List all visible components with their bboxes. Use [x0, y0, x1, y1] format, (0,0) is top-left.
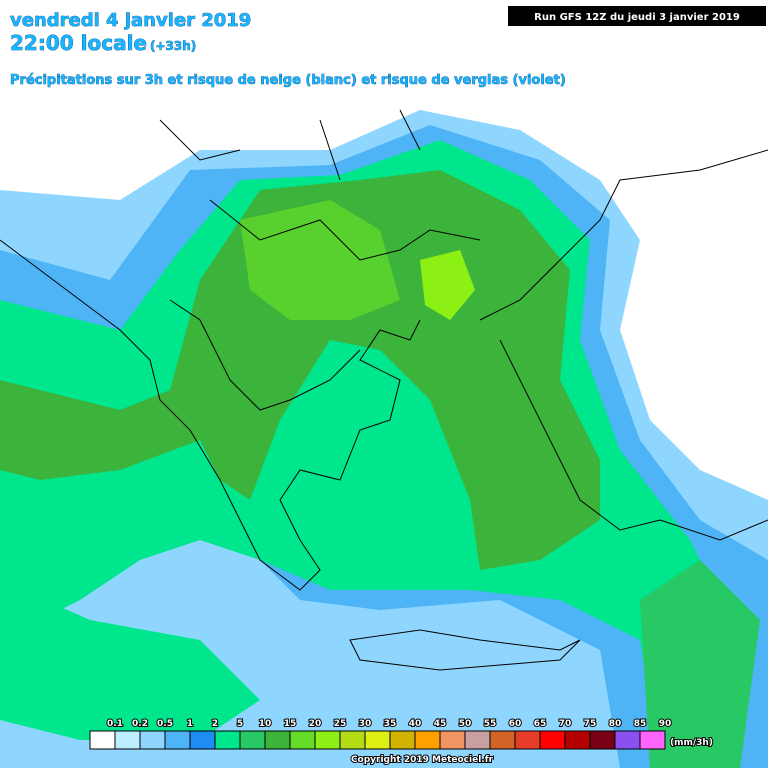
legend-swatch: [189, 730, 216, 750]
legend-swatch: [114, 730, 141, 750]
legend-label: 30: [359, 719, 372, 729]
legend: 0.1 0.2 0.5 1 2 5 10 15 20 25 30 35 40 45 50 55 60 65 70 75…: [89, 718, 672, 750]
copyright: Copyright 2019 Meteociel.fr: [351, 755, 494, 765]
legend-swatch: [364, 730, 391, 750]
legend-swatch: [389, 730, 416, 750]
legend-label: 35: [384, 719, 397, 729]
run-box: [508, 6, 766, 26]
legend-swatch: [89, 730, 116, 750]
legend-swatch: [439, 730, 466, 750]
legend-swatch: [414, 730, 441, 750]
legend-label: 0.5: [157, 719, 173, 729]
legend-swatch: [489, 730, 516, 750]
legend-label: 55: [484, 719, 497, 729]
legend-swatch: [464, 730, 491, 750]
legend-swatch: [264, 730, 291, 750]
precipitation-field: [0, 110, 768, 768]
legend-unit: (mm/3h): [670, 738, 713, 748]
legend-label: 60: [509, 719, 522, 729]
legend-label: 80: [609, 719, 622, 729]
legend-swatch: [214, 730, 241, 750]
legend-label: 50: [459, 719, 472, 729]
legend-label: 20: [309, 719, 322, 729]
legend-label: 90: [659, 719, 672, 729]
legend-label: 15: [284, 719, 297, 729]
legend-swatch: [139, 730, 166, 750]
legend-swatch: [589, 730, 616, 750]
legend-swatch: [239, 730, 266, 750]
legend-swatch: [614, 730, 641, 750]
legend-label: 2: [212, 719, 218, 729]
legend-label: 0.2: [132, 719, 148, 729]
legend-label: 75: [584, 719, 597, 729]
run-info: Run GFS 12Z du jeudi 3 janvier 2019: [534, 12, 740, 23]
legend-label: 1: [187, 719, 193, 729]
local-time: 22:00 locale: [10, 31, 147, 55]
legend-swatch: [314, 730, 341, 750]
legend-swatch: [289, 730, 316, 750]
legend-label: 65: [534, 719, 547, 729]
legend-label: 85: [634, 719, 647, 729]
legend-swatch: [564, 730, 591, 750]
legend-label: 40: [409, 719, 422, 729]
legend-label: 0.1: [107, 719, 123, 729]
legend-label: 5: [237, 719, 243, 729]
legend-swatch: [514, 730, 541, 750]
legend-swatch: [539, 730, 566, 750]
date-title: vendredi 4 janvier 2019: [10, 10, 251, 31]
coastlines: [0, 109, 768, 671]
legend-label: 10: [259, 719, 272, 729]
subtitle: Précipitations sur 3h et risque de neige…: [10, 73, 566, 88]
legend-swatch: [639, 730, 666, 750]
legend-label: 70: [559, 719, 572, 729]
forecast-offset: (+33h): [150, 39, 196, 53]
legend-label: 25: [334, 719, 347, 729]
legend-swatch: [164, 730, 191, 750]
legend-swatch: [339, 730, 366, 750]
legend-label: 45: [434, 719, 447, 729]
